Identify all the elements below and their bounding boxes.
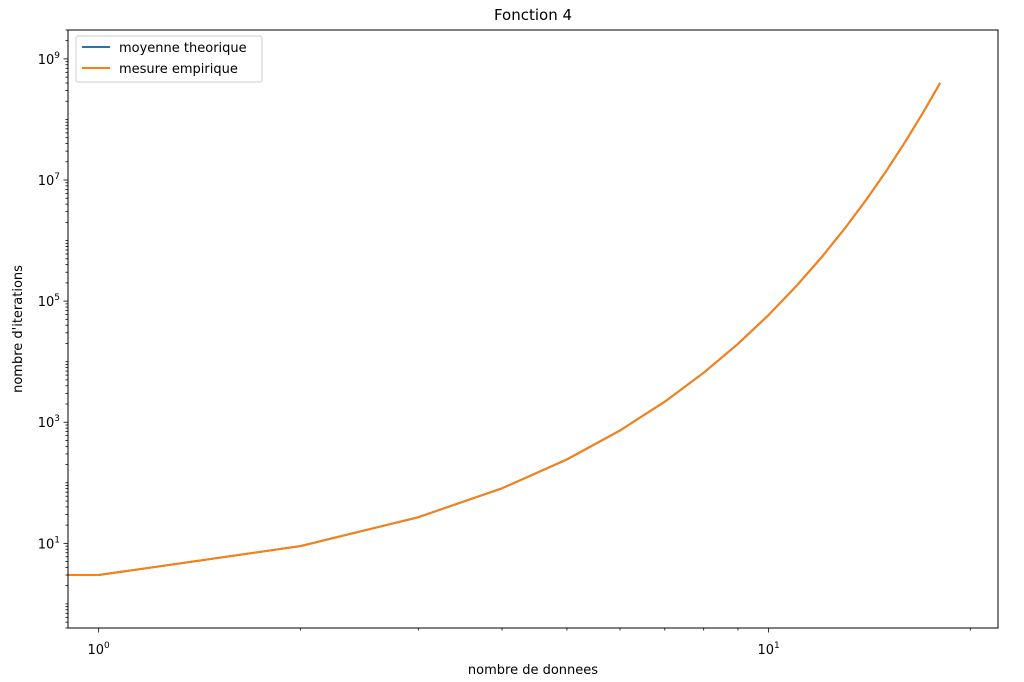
y-tick-exponent: 9 <box>54 51 60 61</box>
y-tick-exponent: 7 <box>54 172 60 182</box>
y-tick-label: 105 <box>38 293 60 310</box>
legend: moyenne theorique mesure empirique <box>75 35 263 83</box>
y-tick-base: 10 <box>38 53 55 68</box>
x-tick-label: 100 <box>88 641 111 658</box>
x-axis-ticks: 100 101 <box>88 628 971 658</box>
series-lines <box>67 82 941 577</box>
x-tick-base: 10 <box>88 643 105 658</box>
x-axis-label: nombre de donnees <box>468 663 598 678</box>
y-tick-base: 10 <box>38 416 55 431</box>
x-tick-label: 101 <box>757 641 779 658</box>
y-tick-exponent: 3 <box>54 414 60 424</box>
y-tick-label: 103 <box>38 414 60 431</box>
legend-box <box>75 35 263 83</box>
y-tick-label: 101 <box>38 535 60 552</box>
y-tick-base: 10 <box>38 295 55 310</box>
y-axis-label: nombre d'iterations <box>11 265 26 393</box>
plot-area-frame <box>67 29 999 629</box>
y-tick-base: 10 <box>38 174 55 189</box>
x-tick-exponent: 1 <box>774 641 780 651</box>
y-tick-exponent: 1 <box>54 535 60 545</box>
x-tick-exponent: 0 <box>104 641 110 651</box>
y-tick-base: 10 <box>38 537 55 552</box>
y-tick-label: 109 <box>38 51 61 68</box>
legend-label-moyenne-theorique: moyenne theorique <box>119 41 247 56</box>
x-tick-base: 10 <box>757 643 774 658</box>
y-tick-exponent: 5 <box>54 293 60 303</box>
y-tick-label: 107 <box>38 172 60 189</box>
series-line-mesure-empirique <box>67 82 941 577</box>
chart-title: Fonction 4 <box>494 6 572 24</box>
legend-label-mesure-empirique: mesure empirique <box>119 62 238 77</box>
